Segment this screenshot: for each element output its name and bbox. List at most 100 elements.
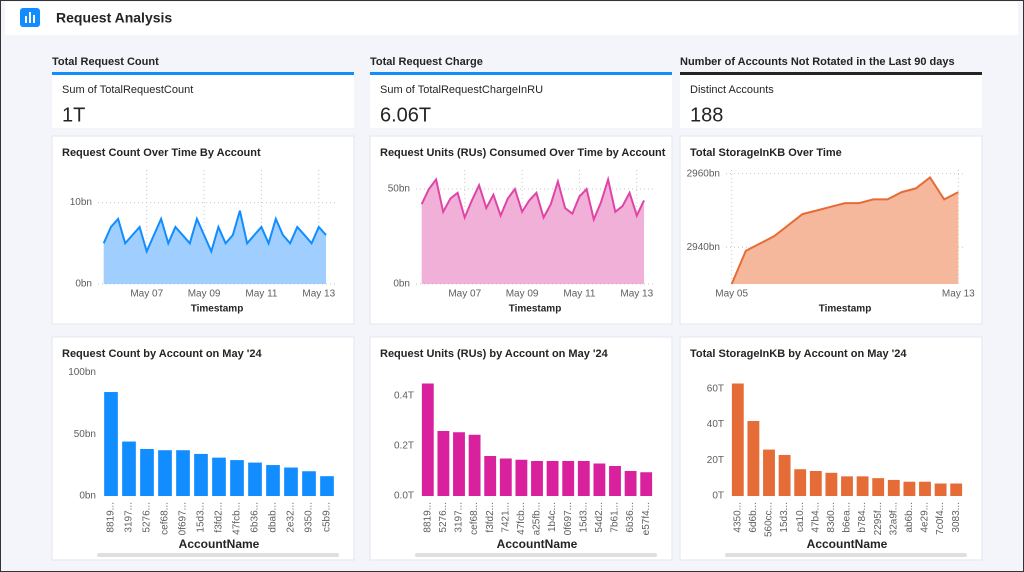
x-tick-label: 7421... (500, 502, 511, 533)
chart-title: Request Units (RUs) Consumed Over Time b… (380, 147, 666, 159)
bar (212, 457, 226, 496)
bar (809, 471, 822, 496)
bar (609, 466, 621, 496)
x-axis-title: AccountName (179, 537, 260, 551)
x-tick-label: 0f697... (563, 502, 574, 535)
x-tick-label: 4350... (732, 502, 743, 533)
kpi-card (370, 75, 672, 128)
bar (562, 461, 575, 496)
kpi-section-title: Total Request Count (52, 56, 159, 68)
x-tick-label: 15d3... (779, 502, 790, 533)
x-tick-label: b784... (857, 502, 868, 533)
icon-bar (29, 12, 31, 23)
x-axis-title: Timestamp (191, 304, 244, 315)
x-tick-label: May 11 (563, 289, 595, 300)
x-tick-label: ab6b... (904, 502, 915, 533)
bar (515, 459, 528, 496)
x-tick-label: f3fd2... (485, 502, 496, 533)
y-tick-label: 2960bn (687, 168, 720, 179)
x-tick-label: 5276... (142, 502, 153, 533)
bar (484, 456, 497, 496)
x-tick-label: 2295f... (873, 502, 884, 535)
x-tick-label: 560cc... (764, 502, 775, 537)
scrollbar (415, 553, 657, 557)
x-tick-label: 7c0f4... (935, 502, 946, 535)
x-tick-label: 47fcb... (516, 502, 527, 535)
bar (499, 458, 512, 496)
x-tick-label: a25fb... (532, 502, 543, 535)
x-tick-label: May 05 (715, 289, 748, 300)
x-tick-label: 5276... (438, 502, 449, 533)
x-tick-label: 15d3... (578, 502, 589, 533)
y-tick-label: 100bn (68, 367, 96, 378)
bar (950, 483, 963, 496)
x-tick-label: ca10... (795, 502, 806, 532)
bar (104, 392, 118, 496)
kpi-accent (52, 72, 354, 75)
x-tick-label: b6ea... (842, 502, 853, 533)
x-tick-label: f3fd2... (214, 502, 225, 533)
x-tick-label: May 13 (302, 289, 335, 300)
kpi-card (52, 75, 354, 128)
x-tick-label: 15d3... (196, 502, 207, 533)
chart-card (51, 336, 355, 561)
x-axis-title: Timestamp (819, 304, 872, 315)
bar (903, 481, 916, 496)
x-tick-label: dbab... (268, 502, 279, 533)
y-tick-label: 20T (707, 455, 724, 466)
scrollbar (97, 553, 339, 557)
bar (640, 472, 653, 496)
bar (284, 467, 298, 496)
x-tick-label: 3197... (124, 502, 135, 533)
x-tick-label: cef68... (160, 502, 171, 535)
area-fill (103, 210, 326, 284)
x-tick-label: 47b4... (810, 502, 821, 533)
kpi-card (680, 75, 982, 128)
page-title: Request Analysis (56, 10, 172, 26)
scrollbar (725, 553, 967, 557)
bar (453, 432, 465, 496)
x-tick-label: c5b9... (322, 502, 333, 532)
bar (856, 476, 869, 496)
y-tick-label: 0.0T (394, 491, 414, 502)
bar (158, 450, 172, 496)
x-tick-label: 6b36... (625, 502, 636, 533)
bar (437, 431, 450, 496)
area-fill (421, 179, 644, 284)
bar (122, 441, 136, 496)
bar (731, 383, 744, 496)
x-tick-label: 3083... (951, 502, 962, 533)
chart-title: Request Count by Account on May '24 (62, 348, 262, 360)
x-tick-label: May 07 (448, 289, 481, 300)
x-tick-label: May 09 (188, 289, 221, 300)
kpi-value: 1T (62, 104, 85, 126)
x-tick-label: 0f697... (178, 502, 189, 535)
bar (302, 471, 316, 496)
kpi-label: Sum of TotalRequestChargeInRU (380, 84, 543, 96)
x-tick-label: 3197... (454, 502, 465, 533)
kpi-value: 188 (690, 104, 723, 126)
x-tick-label: 6b36... (250, 502, 261, 533)
x-tick-label: 32a9f... (888, 502, 899, 535)
y-tick-label: 40T (707, 419, 724, 430)
bar (230, 460, 244, 496)
x-axis-title: AccountName (807, 537, 888, 551)
kpi-label: Sum of TotalRequestCount (62, 84, 193, 96)
bar (176, 450, 190, 496)
x-tick-label: 9350... (304, 502, 315, 533)
bar (468, 434, 481, 496)
x-tick-label: 8819... (106, 502, 117, 533)
y-tick-label: 10bn (70, 197, 92, 208)
bar (778, 454, 791, 496)
x-tick-label: May 13 (620, 289, 653, 300)
area-fill (731, 177, 959, 284)
bar (747, 421, 760, 496)
icon-bar (33, 15, 35, 23)
bar (841, 476, 853, 496)
kpi-accent (370, 72, 672, 75)
bar (593, 463, 606, 496)
bar (421, 383, 434, 496)
x-tick-label: May 09 (506, 289, 539, 300)
chart-title: Total StorageInKB by Account on May '24 (690, 348, 907, 360)
x-tick-label: May 07 (130, 289, 163, 300)
